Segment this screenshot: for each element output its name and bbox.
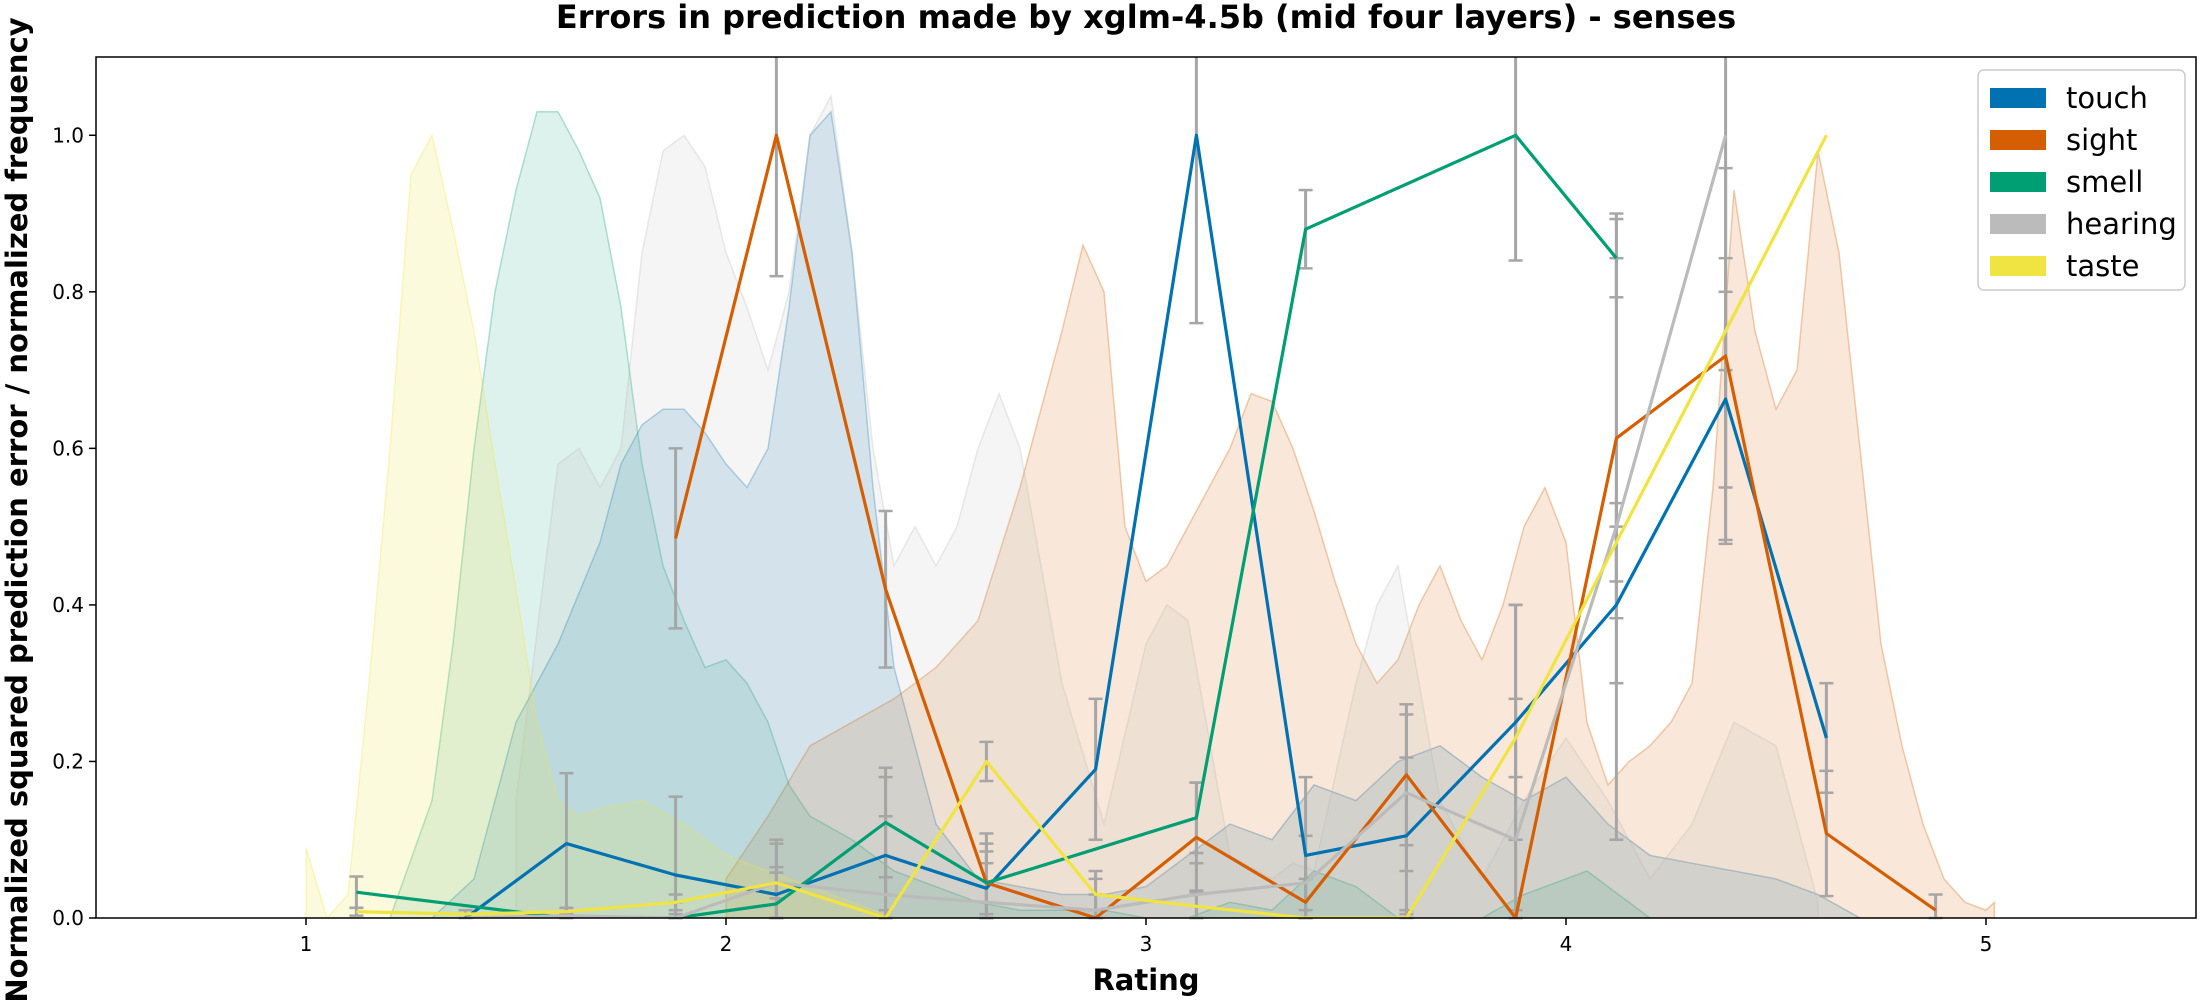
density-area-touch [390, 110, 1862, 918]
legend-label-touch: touch [2066, 81, 2148, 115]
legend-box [1977, 69, 2186, 291]
x-tick-label: 2 [720, 932, 733, 956]
y-tick-label: 0.6 [52, 436, 84, 460]
x-tick-label: 5 [1980, 932, 1993, 956]
chart-title: Errors in prediction made by xglm-4.5b (… [556, 0, 1736, 36]
legend: touch sight smell hearing taste [1977, 69, 2186, 291]
series-line-smell [356, 133, 1618, 918]
errorbar-smell [1508, 57, 1523, 262]
axis-layer: 1 2 3 4 5 0.0 0.2 0.4 0.6 0.8 1.0 [52, 56, 2197, 956]
legend-swatch-smell [1990, 172, 2046, 192]
density-area-hearing [515, 93, 1819, 918]
legend-label-smell: smell [2066, 165, 2143, 199]
y-tick-label: 0.8 [52, 280, 84, 304]
y-tick-label: 0.2 [52, 749, 84, 773]
density-area-sight [725, 150, 1996, 918]
legend-swatch-taste [1990, 256, 2046, 276]
errorbar-touch [1189, 57, 1204, 325]
errorbar-sight [769, 57, 784, 278]
x-tick-label: 1 [300, 932, 313, 956]
y-tick-label: 1.0 [52, 123, 84, 147]
series-line-taste [356, 134, 1828, 918]
legend-swatch-sight [1990, 130, 2046, 150]
legend-swatch-touch [1990, 88, 2046, 108]
errorbar-hearing [1718, 57, 1733, 489]
density-layer [305, 93, 1996, 918]
y-axis-label: Normalized squared prediction error / no… [0, 17, 34, 1000]
legend-label-hearing: hearing [2066, 207, 2177, 241]
legend-swatch-hearing [1990, 214, 2046, 234]
legend-label-taste: taste [2066, 249, 2139, 283]
line-layer [356, 133, 1937, 918]
x-tick-label: 3 [1140, 932, 1153, 956]
y-tick-label: 0.4 [52, 593, 84, 617]
density-area-smell [348, 111, 1652, 918]
y-tick-label: 0.0 [52, 906, 84, 930]
x-tick-label: 4 [1560, 932, 1573, 956]
legend-label-sight: sight [2066, 123, 2137, 157]
series-line-hearing [465, 134, 1728, 918]
series-line-touch [464, 133, 1828, 918]
series-line-sight [674, 133, 1937, 918]
x-axis-label: Rating [1092, 963, 1199, 997]
